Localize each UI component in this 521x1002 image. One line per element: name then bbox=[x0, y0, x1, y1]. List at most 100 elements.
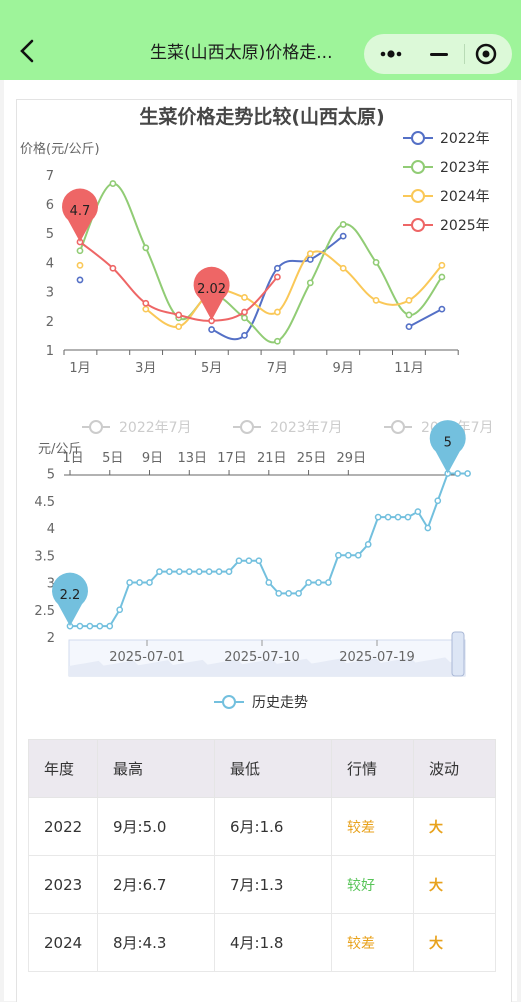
cell-high: 2月:6.7 bbox=[97, 855, 215, 914]
cell-low: 4月:1.8 bbox=[214, 913, 332, 972]
minimize-button[interactable] bbox=[422, 34, 456, 74]
legend-circle-icon bbox=[411, 189, 425, 203]
x-tick-label: 11月 bbox=[394, 361, 424, 376]
data-point bbox=[225, 568, 233, 575]
cell-low: 6月:1.6 bbox=[214, 797, 332, 856]
close-button[interactable] bbox=[470, 34, 504, 74]
series-2022年 bbox=[76, 232, 446, 341]
legend-item-history[interactable]: 历史走势 bbox=[214, 695, 308, 711]
y-tick-label: 4.5 bbox=[34, 495, 55, 510]
data-point bbox=[372, 258, 380, 266]
yearly-summary-table: 年度 最高 最低 行情 波动 2022 9月:5.0 6月:1.6 较差 大 2… bbox=[28, 739, 496, 972]
data-point bbox=[372, 296, 380, 304]
cell-volatility: 大 bbox=[413, 797, 496, 856]
data-point bbox=[142, 305, 150, 313]
table-row: 2022 9月:5.0 6月:1.6 较差 大 bbox=[28, 797, 496, 856]
series-历史走势 bbox=[66, 470, 471, 630]
data-point bbox=[374, 513, 382, 521]
y-tick-label: 7 bbox=[46, 169, 54, 184]
data-point bbox=[339, 221, 347, 228]
data-point bbox=[339, 232, 347, 240]
legend-circle-icon bbox=[411, 160, 425, 174]
legend-item-2022年[interactable]: 2022年 bbox=[403, 131, 490, 147]
x-tick-label: 29日 bbox=[337, 451, 367, 466]
cell-volatility: 大 bbox=[413, 913, 496, 972]
minimize-icon bbox=[430, 53, 448, 56]
data-point bbox=[273, 273, 281, 281]
data-point bbox=[273, 337, 281, 345]
more-dots-icon bbox=[380, 50, 402, 58]
data-point bbox=[241, 331, 248, 339]
cell-trend: 较差 bbox=[331, 913, 414, 972]
x-tick-label: 5日 bbox=[102, 451, 123, 466]
x-tick-label: 21日 bbox=[257, 451, 287, 466]
data-point bbox=[126, 579, 133, 586]
series-line bbox=[79, 241, 279, 322]
data-point bbox=[208, 326, 215, 333]
more-button[interactable] bbox=[374, 34, 408, 74]
data-point bbox=[195, 568, 203, 575]
data-point bbox=[305, 579, 312, 586]
capsule-divider bbox=[464, 44, 465, 64]
marker-pin-shape bbox=[62, 188, 98, 242]
legend-label: 2024年 bbox=[440, 189, 490, 205]
data-point bbox=[454, 470, 462, 477]
legend-circle-icon bbox=[411, 131, 425, 145]
marker-pin-label: 4.7 bbox=[70, 204, 91, 219]
back-button[interactable] bbox=[18, 38, 40, 68]
col-header-year: 年度 bbox=[28, 739, 98, 798]
data-point bbox=[273, 308, 281, 316]
y-tick-label: 4 bbox=[46, 256, 54, 271]
marker-pin-shape bbox=[52, 572, 89, 627]
data-point bbox=[325, 579, 332, 586]
legend-circle-icon bbox=[222, 695, 236, 709]
col-header-trend: 行情 bbox=[331, 739, 414, 798]
y-tick-label: 5 bbox=[47, 468, 55, 483]
data-point bbox=[175, 568, 183, 575]
slider-date-label: 2025-07-01 bbox=[109, 650, 185, 665]
zoom-slider-shadow bbox=[69, 657, 465, 676]
y-tick-label: 3.5 bbox=[34, 549, 55, 564]
min-value-marker: 2.2 bbox=[52, 572, 89, 627]
data-point bbox=[339, 264, 347, 272]
x-tick-label: 3月 bbox=[135, 361, 156, 376]
data-point bbox=[106, 622, 114, 630]
legend-label: 2025年 bbox=[440, 218, 490, 234]
data-point bbox=[335, 551, 342, 559]
legend-item-2025年[interactable]: 2025年 bbox=[403, 218, 490, 234]
data-point bbox=[136, 579, 143, 586]
data-point bbox=[76, 261, 84, 269]
x-tick-label: 5月 bbox=[201, 361, 222, 376]
data-point bbox=[215, 568, 223, 575]
series-line bbox=[211, 235, 344, 341]
series-2024年 bbox=[76, 250, 446, 331]
data-point bbox=[384, 513, 392, 521]
zoom-slider-handle[interactable] bbox=[451, 631, 465, 677]
data-point bbox=[364, 541, 372, 548]
legend-label: 2023年 bbox=[440, 160, 490, 176]
top-legend-item[interactable]: 2023年7月 bbox=[233, 420, 343, 436]
data-point bbox=[241, 314, 248, 322]
data-point bbox=[354, 551, 362, 559]
legend-item-2024年[interactable]: 2024年 bbox=[403, 189, 490, 205]
legend-circle-icon bbox=[240, 420, 254, 434]
col-header-high: 最高 bbox=[97, 739, 215, 798]
data-point bbox=[86, 622, 94, 630]
x-tick-label: 7月 bbox=[267, 361, 288, 376]
yearly-price-chart: 生菜价格走势比较(山西太原) 价格(元/公斤) 1 2 3 4 5 6 7 1月 3月 5月 7月 9… bbox=[20, 105, 490, 376]
legend-item-2023年[interactable]: 2023年 bbox=[403, 160, 490, 176]
y-tick-label: 2 bbox=[46, 315, 54, 330]
legend-label: 历史走势 bbox=[252, 695, 308, 711]
series-line bbox=[79, 182, 443, 344]
x-tick-label: 1月 bbox=[69, 361, 90, 376]
data-point bbox=[175, 311, 183, 319]
top-legend-item[interactable]: 2022年7月 bbox=[82, 420, 192, 436]
mini-program-capsule bbox=[364, 34, 512, 74]
top-navigation-bar: 生菜(山西太原)价格走... bbox=[0, 0, 521, 80]
data-point bbox=[344, 551, 352, 559]
cell-trend: 较差 bbox=[331, 797, 414, 856]
marker-pin-shape bbox=[429, 420, 466, 474]
data-point bbox=[175, 323, 183, 331]
data-point bbox=[241, 308, 248, 316]
data-point bbox=[404, 513, 412, 521]
